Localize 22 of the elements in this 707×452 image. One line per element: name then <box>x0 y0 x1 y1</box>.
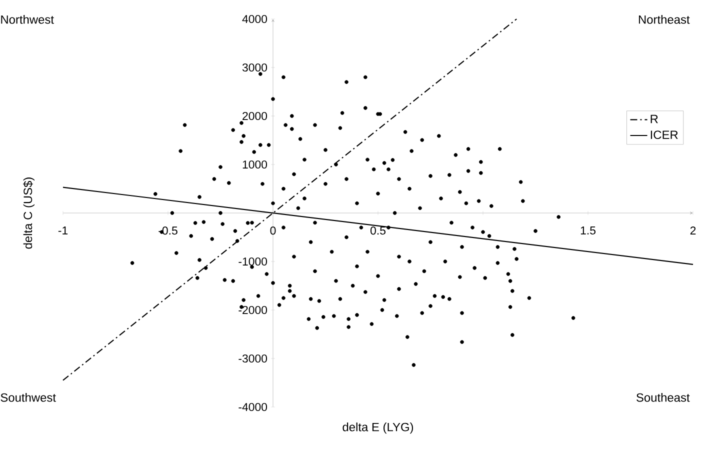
y-tick-label: 4000 <box>242 14 268 24</box>
text: Southwest <box>0 393 56 402</box>
y-axis-title: delta C (US$) <box>23 178 34 249</box>
x-tick-label: 0.5 <box>370 226 386 235</box>
x-tick-label: 1.5 <box>580 226 596 235</box>
x-tick-label: 2 <box>690 226 696 235</box>
x-tick-label: -1 <box>58 226 68 234</box>
x-tick-label: 0 <box>270 226 276 235</box>
y-tick-label: -2000 <box>238 306 268 314</box>
x-axis-title: delta E (LYG) <box>342 422 414 434</box>
y-tick-label: -3000 <box>238 354 268 363</box>
y-tick-label: -1000 <box>238 257 268 266</box>
text: Northwest <box>1 15 54 24</box>
annotation: Northeast <box>638 15 690 24</box>
y-tick-label: 1000 <box>242 160 268 169</box>
y-tick-label: 3000 <box>242 63 268 72</box>
y-tick-label: 2000 <box>242 112 268 120</box>
annotation: Southeast <box>636 393 690 402</box>
legend-label: R <box>650 114 658 124</box>
legend-label: ICER <box>650 130 678 140</box>
x-tick-label: -0.5 <box>158 226 178 235</box>
y-tick-label: -4000 <box>238 402 268 412</box>
